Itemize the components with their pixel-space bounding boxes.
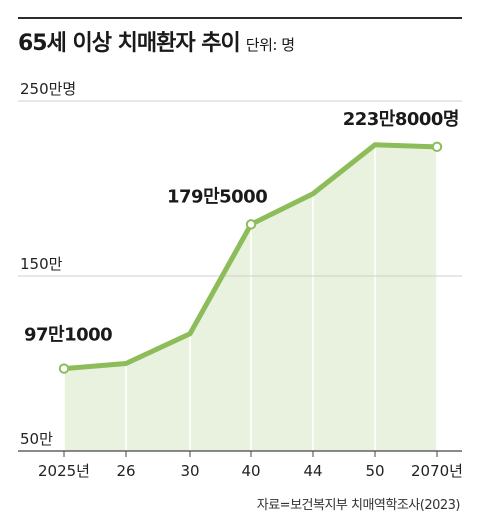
x-tick-label: 44 <box>303 462 322 480</box>
chart-title-block: 65세 이상 치매환자 추이 단위: 명 <box>18 30 295 59</box>
y-tick-label: 150만 <box>20 255 63 273</box>
source-note: 자료=보건복지부 치매역학조사(2023) <box>256 498 461 513</box>
data-point-marker <box>58 363 70 374</box>
title-rule <box>18 17 462 19</box>
unit-label: 단위: 명 <box>245 36 295 54</box>
y-tick-label: 250만명 <box>20 80 76 98</box>
data-label: 179만5000 <box>167 186 267 207</box>
y-tick-label: 50만 <box>20 430 53 448</box>
x-tick-label: 2025년 <box>38 462 90 480</box>
x-tick-label: 26 <box>116 462 135 480</box>
data-point-marker <box>431 141 443 153</box>
x-tick-label: 2070년 <box>411 462 463 480</box>
x-tick-label: 40 <box>241 462 260 480</box>
data-point-marker <box>245 219 257 230</box>
x-tick-label: 50 <box>365 462 384 480</box>
x-tick-label: 30 <box>180 462 199 480</box>
data-label: 97만1000 <box>24 325 112 346</box>
data-label: 223만8000명 <box>343 109 459 130</box>
chart-title: 65세 이상 치매환자 추이 <box>18 31 241 56</box>
